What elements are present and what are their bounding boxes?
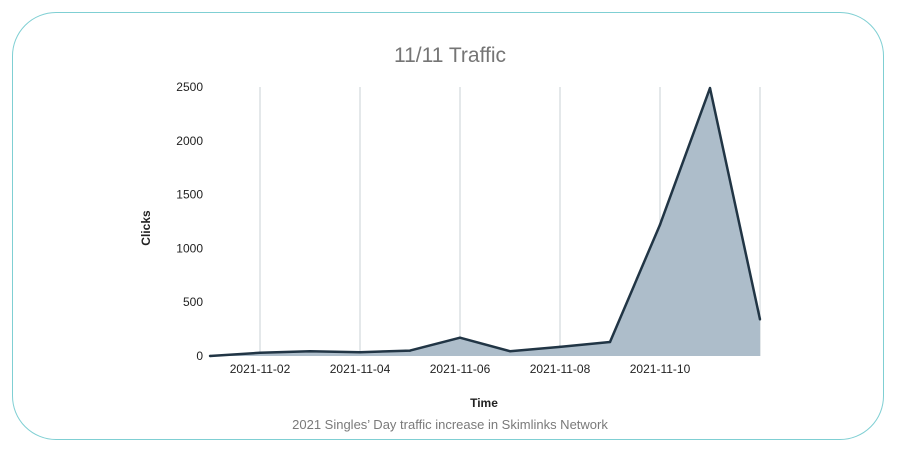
x-tick-label: 2021-11-10: [630, 362, 691, 376]
y-axis-ticks: 0 500 1000 1500 2000 2500: [176, 80, 203, 363]
y-tick-label: 500: [183, 295, 203, 309]
data-point-2021-11-08: [558, 345, 562, 349]
x-tick-label: 2021-11-02: [230, 362, 291, 376]
data-point-2021-11-02: [258, 351, 262, 354]
x-tick-label: 2021-11-04: [330, 362, 391, 376]
x-tick-label: 2021-11-06: [430, 362, 491, 376]
x-axis-label: Time: [470, 396, 498, 410]
data-point-2021-11-05: [408, 349, 412, 352]
y-tick-label: 1500: [176, 188, 203, 202]
data-point-2021-11-12: [758, 318, 762, 321]
y-tick-label: 2000: [176, 134, 203, 148]
data-point-2021-11-10: [658, 223, 662, 226]
data-point-2021-11-09: [608, 340, 612, 344]
data-point-2021-11-03: [308, 349, 312, 353]
data-point-2021-11-07: [508, 349, 512, 353]
data-point-2021-11-06: [458, 336, 462, 339]
series-area: [210, 88, 760, 356]
x-tick-label: 2021-11-08: [530, 362, 591, 376]
data-point-2021-11-04: [358, 351, 362, 354]
data-point-2021-11-01: [208, 354, 212, 358]
y-tick-label: 0: [196, 349, 203, 363]
data-point-2021-11-11: [708, 86, 712, 90]
chart-title: 11/11 Traffic: [394, 44, 506, 67]
y-tick-label: 2500: [176, 80, 203, 94]
series-line: [209, 86, 762, 358]
x-axis-ticks: 2021-11-02 2021-11-04 2021-11-06 2021-11-08…: [230, 362, 691, 376]
chart-caption: 2021 Singles’ Day traffic increase in Sk…: [292, 417, 608, 432]
data-points: [208, 86, 762, 358]
y-axis-label: Clicks: [139, 210, 153, 246]
y-tick-label: 1000: [176, 241, 203, 255]
